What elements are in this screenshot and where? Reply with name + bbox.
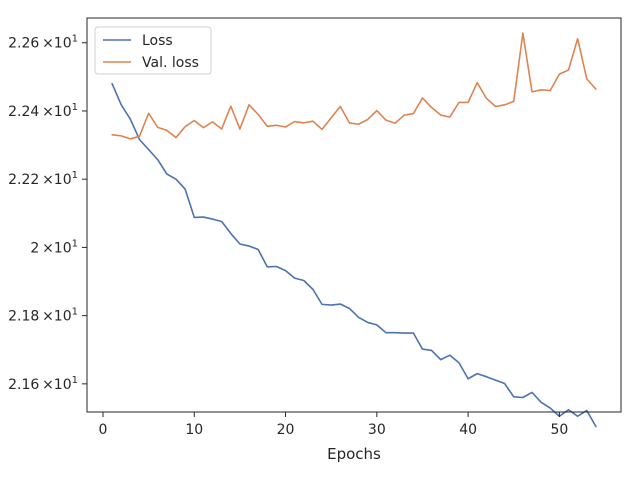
y-tick-exponent: 1	[72, 170, 78, 181]
y-tick-mantissa: 2.16	[8, 377, 39, 393]
x-tick-label: 40	[459, 422, 477, 438]
y-tick-multiplier: ×10	[39, 36, 71, 52]
y-tick-label: 2.24 ×101	[8, 102, 78, 120]
y-tick-exponent: 1	[72, 34, 78, 45]
y-tick-label: 2.22 ×101	[8, 170, 78, 188]
y-tick-exponent: 1	[72, 375, 78, 386]
x-axis: 0 10 20 30 40 50	[99, 412, 568, 438]
y-tick-mantissa: 2.22	[8, 172, 39, 188]
y-tick-exponent: 1	[72, 307, 78, 318]
x-tick-label: 0	[99, 422, 108, 438]
y-tick-exponent: 1	[72, 238, 78, 249]
x-tick-label: 30	[368, 422, 386, 438]
legend-label: Loss	[142, 33, 173, 49]
y-tick-mantissa: 2.18	[8, 309, 39, 325]
legend: Loss Val. loss	[94, 26, 212, 75]
y-tick-exponent: 1	[72, 102, 78, 113]
y-tick-multiplier: ×10	[39, 377, 71, 393]
x-tick-label: 50	[550, 422, 568, 438]
y-tick-multiplier: ×10	[39, 309, 71, 325]
y-tick-mantissa: 2	[30, 240, 39, 256]
y-tick-label: 2.18 ×101	[8, 307, 78, 325]
y-tick-mantissa: 2.26	[8, 36, 39, 52]
x-tick-label: 10	[185, 422, 203, 438]
x-tick-label: 20	[277, 422, 295, 438]
series-line-loss	[111, 82, 597, 428]
y-tick-multiplier: ×10	[39, 240, 71, 256]
axes-frame	[86, 17, 622, 413]
y-tick-multiplier: ×10	[39, 104, 71, 120]
x-axis-title: Epochs	[327, 445, 381, 463]
series-line-val-loss	[111, 32, 597, 140]
y-tick-label: 2.16 ×101	[8, 375, 78, 393]
y-tick-label: 2 ×101	[30, 238, 78, 256]
legend-label: Val. loss	[142, 55, 199, 71]
y-tick-multiplier: ×10	[39, 172, 71, 188]
plot-area	[111, 32, 597, 428]
y-tick-mantissa: 2.24	[8, 104, 39, 120]
y-tick-label: 2.26 ×101	[8, 34, 78, 52]
